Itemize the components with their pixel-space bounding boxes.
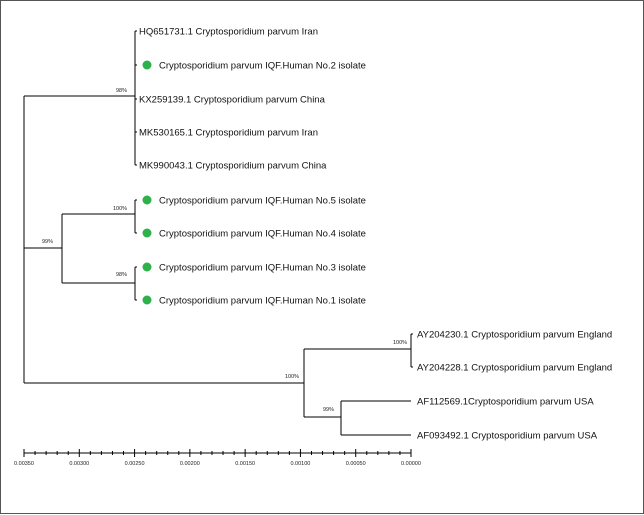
scale-tick-label: 0.00350: [14, 461, 34, 467]
scale-tick-label: 0.00150: [235, 461, 255, 467]
taxon-label: AY204230.1 Cryptosporidium parvum Englan…: [417, 330, 612, 341]
support-no3-no1-clade: 98%: [116, 272, 127, 278]
taxon-label: MK530165.1 Cryptosporidium parvum Iran: [139, 128, 318, 139]
scale-tick-label: 0.00250: [125, 461, 145, 467]
scale-tick-label: 0.00000: [401, 461, 421, 467]
support-values: 98% 100% 98% 99% 100% 100% 99%: [42, 88, 407, 413]
taxon-labels: HQ651731.1 Cryptosporidium parvum Iran C…: [139, 27, 612, 442]
taxon-label: HQ651731.1 Cryptosporidium parvum Iran: [139, 27, 318, 38]
taxon-label: Cryptosporidium parvum IQF.Human No.4 is…: [159, 229, 366, 240]
scale-tick-label: 0.00300: [69, 461, 89, 467]
support-outgroup-clade: 100%: [285, 374, 299, 380]
isolate-marker-no2: [142, 60, 152, 70]
taxon-label: Cryptosporidium parvum IQF.Human No.2 is…: [159, 61, 366, 72]
support-no5-no4-clade: 100%: [113, 206, 127, 212]
scale-tick-label: 0.00100: [290, 461, 310, 467]
support-england-clade: 100%: [393, 340, 407, 346]
scale-ticks: [23, 449, 412, 457]
scale-tick-label: 0.00050: [346, 461, 366, 467]
support-upper-clade: 98%: [116, 88, 127, 94]
support-iqf-clade: 99%: [42, 239, 53, 245]
tree-branches: [23, 30, 413, 436]
isolate-marker-no5: [142, 195, 152, 205]
taxon-label: Cryptosporidium parvum IQF.Human No.1 is…: [159, 296, 366, 307]
taxon-label: MK990043.1 Cryptosporidium parvum China: [139, 161, 327, 172]
taxon-label: KX259139.1 Cryptosporidium parvum China: [139, 95, 326, 106]
isolate-marker-no4: [142, 228, 152, 238]
support-usa-clade: 99%: [323, 407, 334, 413]
taxon-label: AF112569.1Cryptosporidium parvum USA: [417, 397, 594, 408]
scale-tick-label: 0.00200: [180, 461, 200, 467]
isolate-marker-no1: [142, 295, 152, 305]
taxon-label: Cryptosporidium parvum IQF.Human No.5 is…: [159, 196, 366, 207]
scale-axis: 0.00350 0.00300 0.00250 0.00200 0.00150 0.001…: [14, 449, 421, 467]
isolate-markers: [142, 60, 152, 305]
isolate-marker-no3: [142, 262, 152, 272]
taxon-label: AY204228.1 Cryptosporidium parvum Englan…: [417, 363, 612, 374]
taxon-label: AF093492.1 Cryptosporidium parvum USA: [417, 431, 598, 442]
taxon-label: Cryptosporidium parvum IQF.Human No.3 is…: [159, 263, 366, 274]
scale-tick-labels: 0.00350 0.00300 0.00250 0.00200 0.00150 0.001…: [14, 461, 421, 467]
